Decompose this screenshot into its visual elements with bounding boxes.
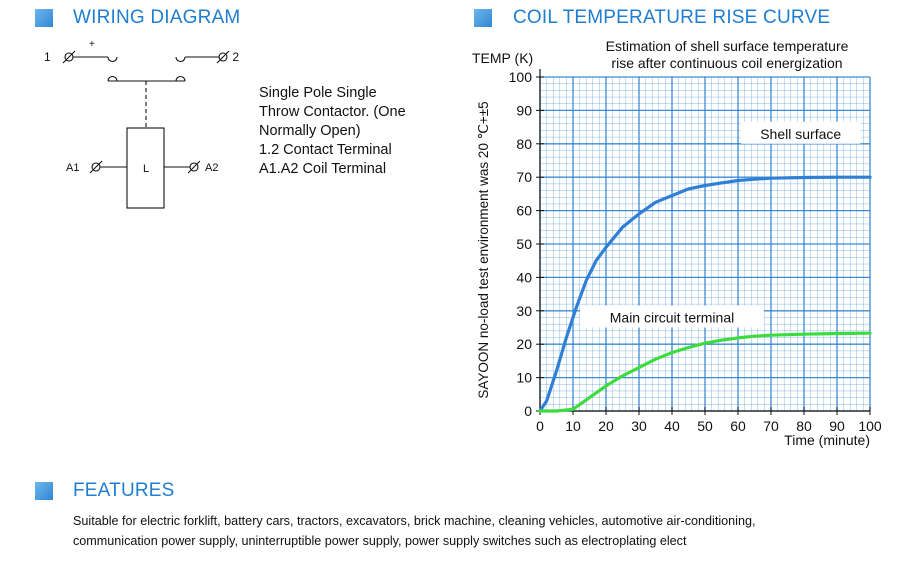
y-tick-label: 60	[516, 203, 532, 219]
terminal-2-node	[218, 52, 228, 62]
wiring-desc-line: Throw Contactor. (One	[259, 104, 406, 120]
series-label-bg	[579, 305, 765, 328]
wiring-diagram-title: WIRING DIAGRAM	[73, 7, 241, 28]
series-label-bg	[741, 121, 861, 144]
chart-section-icon	[474, 9, 492, 27]
features-line: Suitable for electric forklift, battery …	[73, 514, 756, 528]
terminal-a2-label: A2	[205, 162, 218, 174]
features-line: communication power supply, uninterrupti…	[73, 534, 687, 548]
x-tick-label: 40	[664, 418, 680, 434]
chart-series	[538, 175, 872, 413]
y-tick-label: 70	[516, 169, 532, 185]
series-line-main-circuit-terminal	[538, 331, 872, 413]
y-tick-label: 0	[524, 403, 532, 419]
legend-main-circuit-terminal: Main circuit terminal	[610, 309, 734, 325]
y-tick-label: 50	[516, 236, 532, 252]
x-tick-label: 20	[598, 418, 614, 434]
chart-labels: 0 10 20 30 40 50 60 70 80 90 100 0 10 20 30 40 50 60 70 80 9…	[472, 38, 882, 448]
y-tick-label: 10	[516, 370, 532, 386]
features-section-icon	[35, 482, 53, 500]
x-axis-label: Time (minute)	[784, 432, 870, 448]
y-tick-label: 40	[516, 269, 532, 285]
terminal-2-label: 2	[232, 50, 239, 64]
wiring-desc-line: A1.A2 Coil Terminal	[259, 161, 387, 177]
x-tick-label: 60	[730, 418, 746, 434]
features-text: Suitable for electric forklift, battery …	[73, 511, 893, 551]
chart-title-line: rise after continuous coil energization	[611, 55, 842, 71]
temperature-rise-chart: 0 10 20 30 40 50 60 70 80 90 100 0 10 20 30 40 50 60 70 80 9…	[472, 38, 882, 448]
features-title: FEATURES	[73, 480, 175, 501]
plus-sign: +	[89, 39, 95, 50]
series-line-shell-surface	[538, 175, 872, 413]
legend-shell-surface: Shell surface	[760, 126, 841, 142]
x-tick-label: 70	[763, 418, 779, 434]
wiring-section-icon	[35, 9, 53, 27]
wiring-desc-line: Single Pole Single	[259, 85, 377, 101]
chart-section-title: COIL TEMPERATURE RISE CURVE	[513, 7, 831, 28]
x-tick-label: 50	[697, 418, 713, 434]
y-tick-label: 20	[516, 336, 532, 352]
terminal-a2-node	[189, 162, 199, 172]
terminal-a1-node	[91, 162, 101, 172]
y-tick-label: 90	[516, 102, 532, 118]
terminal-1-label: 1	[44, 50, 51, 64]
coil-box	[126, 127, 165, 209]
wiring-desc-line: 1.2 Contact Terminal	[259, 142, 392, 158]
wiring-diagram: 1 + 2 L A1 A2	[44, 39, 239, 209]
chart-title-line: Estimation of shell surface temperature	[606, 38, 849, 54]
x-tick-label: 0	[536, 418, 544, 434]
y-axis-side-label: SAYOON no-load test environment was 20 ℃…	[476, 101, 491, 398]
y-tick-label: 80	[516, 136, 532, 152]
wiring-desc-line: Normally Open)	[259, 123, 361, 139]
coil-label: L	[143, 163, 149, 175]
x-tick-label: 90	[829, 418, 845, 434]
y-tick-label: 30	[516, 303, 532, 319]
x-tick-label: 80	[796, 418, 812, 434]
chart-axes	[536, 69, 871, 415]
x-tick-label: 10	[565, 418, 581, 434]
x-tick-label: 30	[631, 418, 647, 434]
y-tick-label: 100	[509, 69, 533, 85]
y-axis-label: TEMP (K)	[472, 50, 533, 66]
x-tick-label: 100	[858, 418, 882, 434]
terminal-a1-label: A1	[66, 162, 79, 174]
wiring-description: Single Pole Single Throw Contactor. (One…	[259, 84, 406, 179]
